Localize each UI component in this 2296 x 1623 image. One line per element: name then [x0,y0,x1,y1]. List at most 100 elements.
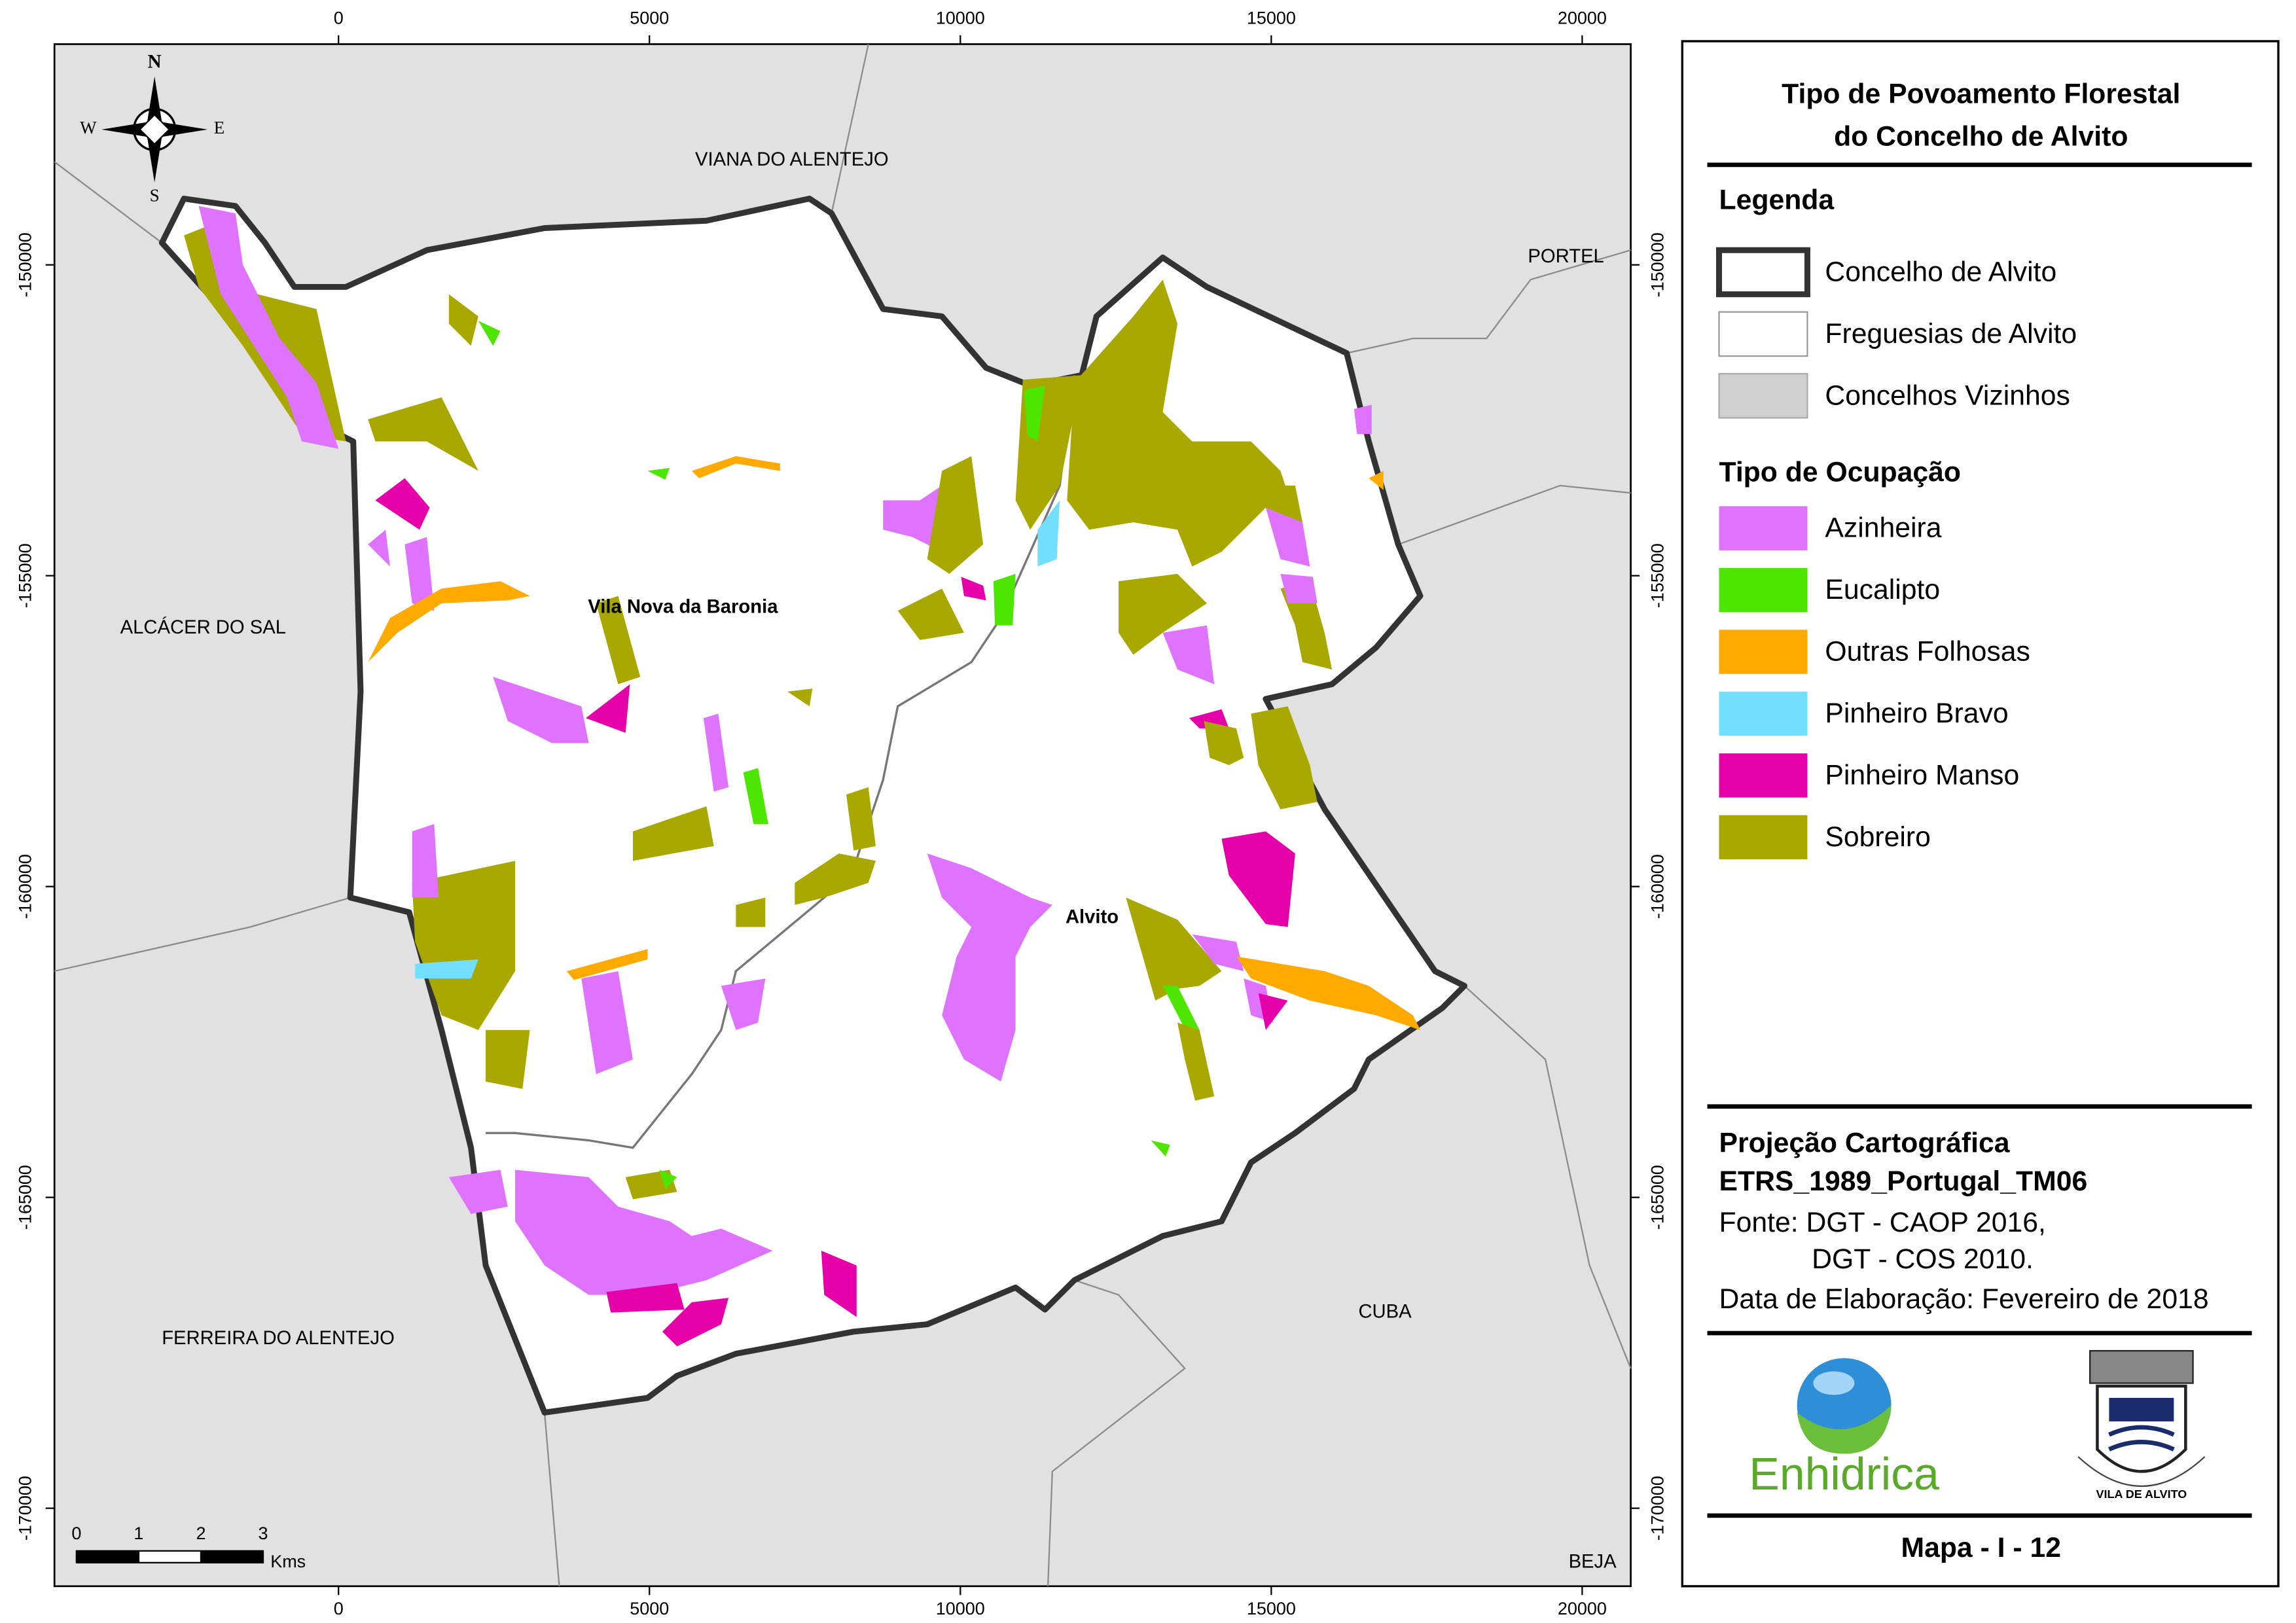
enhidrica-logo: Enhidrica [1749,1358,1939,1499]
scale-label: 1 [134,1524,143,1543]
forest-patch [743,768,768,825]
scale-label: 0 [71,1524,81,1543]
legend-swatch [1719,753,1808,798]
legend-subheading: Tipo de Ocupação [1719,456,1962,488]
y-tick-label: -170000 [16,1476,35,1541]
forest-patch [927,456,984,574]
scale-label: 3 [258,1524,268,1543]
legend-label: Concelho de Alvito [1825,256,2056,287]
x-tick-label: 20000 [1558,8,1607,27]
forest-patch [846,787,876,851]
legend-label: Azinheira [1825,512,1941,544]
legend-label: Pinheiro Manso [1825,759,2019,791]
legend-label: Eucalipto [1825,574,1940,605]
legend-items: Concelho de Alvito Freguesias de Alvito Co… [1716,247,2077,860]
place-label: VIANA DO ALENTEJO [695,149,889,170]
forest-patch [368,397,478,471]
forest-patches [184,205,1421,1347]
compass-label: E [214,118,224,137]
forest-patch [1126,897,1222,1001]
forest-patch [486,1029,530,1089]
legend-swatch [1719,630,1808,674]
forest-patch [581,971,633,1075]
place-label: CUBA [1358,1301,1412,1322]
forest-patch [412,861,516,1030]
forest-patch [585,684,630,733]
forest-patch [1221,831,1295,927]
forest-patch [1354,404,1372,435]
forest-patch [647,467,670,480]
legend-swatch [1718,372,1808,419]
x-tick-label: 10000 [936,8,985,27]
place-label: Vila Nova da Baronia [588,596,778,617]
map-body [54,44,1632,1586]
forest-patch [566,949,648,980]
y-tick-label: -165000 [16,1165,35,1230]
y-tick-label: -155000 [1647,543,1667,608]
forest-patch [1067,279,1295,567]
x-tick-label: 5000 [630,1599,669,1618]
projection-label: ETRS_1989_Portugal_TM06 [1719,1166,2088,1197]
forest-patch [736,897,766,927]
forest-patch [375,478,430,530]
legend-label: Concelhos Vizinhos [1825,380,2070,411]
forest-patch [1151,1140,1170,1157]
scale-segment [76,1550,139,1563]
scale-label: 2 [196,1524,206,1543]
legend-label: Sobreiro [1825,821,1930,853]
forest-patch [1251,706,1318,810]
forest-patch [721,978,766,1030]
forest-patch [897,588,964,641]
forest-patch [368,529,390,567]
forest-patch [515,1169,773,1295]
date-label: Data de Elaboração: Fevereiro de 2018 [1719,1283,2209,1315]
y-tick-label: -150000 [16,232,35,297]
forest-patch [368,581,530,662]
x-tick-label: 10000 [936,1599,985,1618]
forest-patch [927,853,1052,1082]
forest-patch [1119,573,1207,655]
legend-swatch [1719,815,1808,860]
forest-patch [404,537,435,611]
forest-patch [1177,1022,1215,1101]
legend-swatch [1718,311,1808,357]
forest-patch [198,205,339,449]
forest-patch [478,321,501,346]
y-tick-label: -170000 [1647,1476,1667,1541]
forest-patch [632,806,714,861]
y-tick-label: -160000 [16,854,35,919]
map-title: do Concelho de Alvito [1834,121,2128,152]
forest-patch [1037,500,1060,567]
crest-logo: VILA DE ALVITO [2077,1349,2206,1501]
forest-patch [412,824,439,898]
legend-swatch [1719,506,1808,550]
north-arrow: N S E W [80,51,224,205]
x-tick-label: 0 [334,8,344,27]
forest-patch [448,1169,508,1214]
forest-patch [1189,709,1229,728]
map-id: Mapa - I - 12 [1901,1532,2062,1563]
scale-segment [200,1550,263,1563]
x-tick-label: 20000 [1558,1599,1607,1618]
x-tick-label: 5000 [630,8,669,27]
x-tick-label: 15000 [1247,8,1296,27]
compass-label: N [148,51,162,72]
compass-label: S [150,185,160,205]
y-tick-label: -150000 [1647,232,1667,297]
legend-heading: Legenda [1719,184,1835,215]
forest-patch [1162,986,1200,1038]
y-tick-label: -160000 [1647,854,1667,919]
legend-swatch [1716,247,1810,298]
legend-label: Pinheiro Bravo [1825,698,2008,729]
forest-patch [1162,625,1215,685]
forest-patch [1236,956,1421,1030]
forest-patch [1024,385,1045,442]
forest-patch [415,959,478,979]
place-label: PORTEL [1528,246,1604,267]
forest-patch [795,853,876,905]
logo-text: Enhidrica [1749,1448,1939,1499]
scale-unit: Kms [270,1552,306,1571]
forest-patch [1265,507,1310,567]
